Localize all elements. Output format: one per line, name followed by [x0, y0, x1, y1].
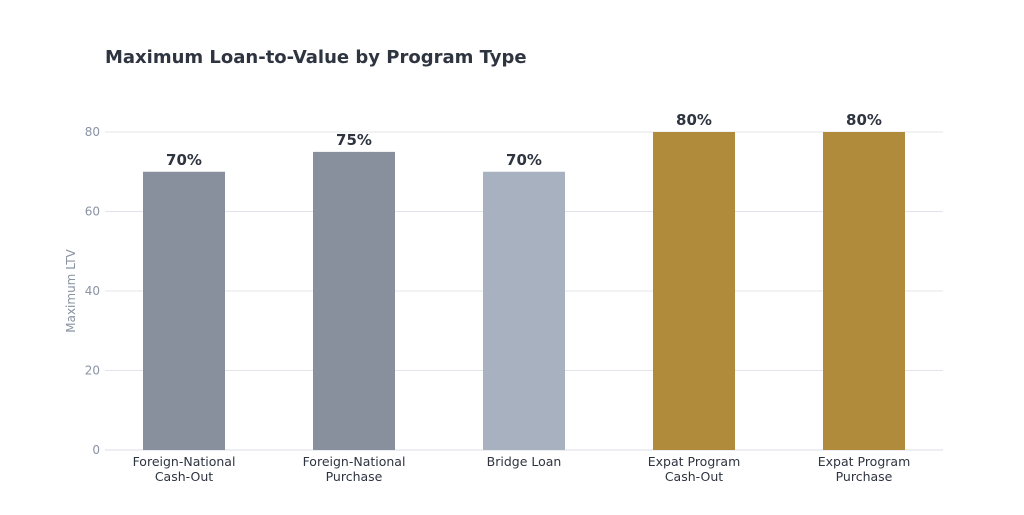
x-tick-label: Foreign-National Cash-Out [133, 454, 236, 484]
y-tick-label: 60 [85, 205, 100, 219]
bar [823, 132, 905, 450]
data-labels: 70% 75% 70% 80% 80% [166, 111, 882, 169]
data-label: 70% [506, 151, 542, 169]
chart-title: Maximum Loan-to-Value by Program Type [105, 47, 527, 68]
y-axis-label: Maximum LTV [64, 248, 78, 332]
x-tick-label: Expat Program Purchase [818, 454, 911, 484]
x-tick-label: Bridge Loan [487, 454, 562, 469]
y-axis-ticks: 0 20 40 60 80 [85, 125, 100, 457]
y-tick-label: 80 [85, 125, 100, 139]
bar [483, 171, 565, 450]
x-tick-label: Expat Program Cash-Out [648, 454, 741, 484]
bar [653, 132, 735, 450]
x-tick-label: Foreign-National Purchase [303, 454, 406, 484]
x-axis-ticks: Foreign-National Cash-Out Foreign-National… [133, 454, 911, 484]
bar [313, 151, 395, 450]
data-label: 70% [166, 151, 202, 169]
y-tick-label: 40 [85, 284, 100, 298]
bars [143, 132, 905, 450]
data-label: 80% [846, 111, 882, 129]
data-label: 80% [676, 111, 712, 129]
y-tick-label: 0 [92, 443, 100, 457]
y-tick-label: 20 [85, 364, 100, 378]
bar [143, 171, 225, 450]
data-label: 75% [336, 131, 372, 149]
